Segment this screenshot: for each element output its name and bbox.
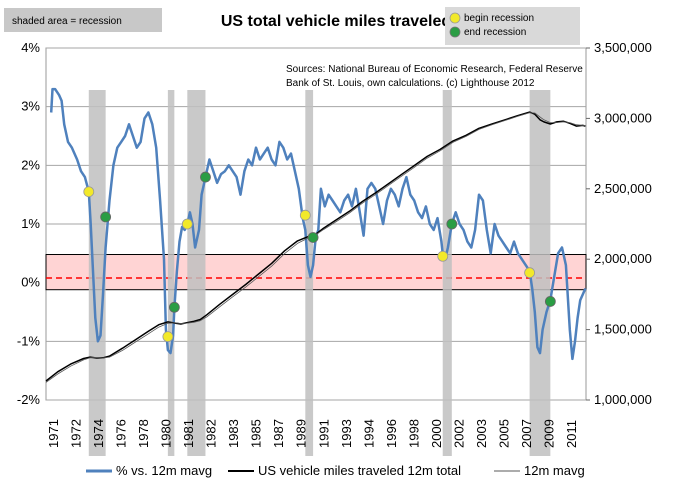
recession-band bbox=[529, 90, 551, 456]
x-tick-label: 1998 bbox=[406, 419, 421, 448]
x-tick-label: 1994 bbox=[361, 419, 376, 448]
legend-label-total: US vehicle miles traveled 12m total bbox=[258, 463, 461, 478]
x-tick-label: 2000 bbox=[429, 419, 444, 448]
y-left-tick-label: 1% bbox=[21, 216, 40, 231]
legend-label-mavg: 12m mavg bbox=[524, 463, 585, 478]
range-band bbox=[45, 254, 587, 291]
x-tick-label: 1972 bbox=[69, 419, 84, 448]
source-line-1: Sources: National Bureau of Economic Res… bbox=[286, 64, 583, 75]
y-left-tick-label: -2% bbox=[17, 392, 41, 407]
y-right-tick-label: 3,500,000 bbox=[594, 40, 652, 55]
begin-recession-legend-marker bbox=[449, 12, 461, 24]
begin-recession-marker bbox=[181, 218, 193, 230]
y-right-tick-label: 1,000,000 bbox=[594, 392, 652, 407]
recession-band bbox=[88, 90, 106, 456]
end-recession-legend-marker bbox=[449, 26, 461, 38]
end-recession-marker bbox=[200, 171, 211, 183]
end-recession-marker bbox=[544, 296, 556, 307]
begin-recession-marker bbox=[299, 209, 311, 221]
x-tick-label: 2002 bbox=[451, 419, 466, 448]
x-tick-label: 2007 bbox=[519, 419, 534, 448]
x-tick-label: 1987 bbox=[271, 419, 286, 448]
recession-band bbox=[167, 90, 175, 456]
end-recession-marker bbox=[168, 301, 180, 313]
band-layer bbox=[45, 254, 587, 291]
y-left-tick-label: 3% bbox=[21, 99, 40, 114]
x-tick-label: 1989 bbox=[294, 419, 309, 448]
y-left-tick-label: 2% bbox=[21, 157, 40, 172]
y-right-tick-label: 2,000,000 bbox=[594, 251, 652, 266]
x-tick-label: 1980 bbox=[159, 419, 174, 448]
begin-recession-marker bbox=[162, 331, 174, 343]
begin-recession-legend-label: begin recession bbox=[464, 13, 534, 24]
x-tick-label: 1978 bbox=[136, 419, 151, 448]
y-right-tick-label: 2,500,000 bbox=[594, 181, 652, 196]
source-line-2: Bank of St. Louis, own calculations. (c)… bbox=[286, 78, 535, 89]
axes: -2% -1% 0% 1% 2% 3% 4% 1,000,000 1,500,000 2,000,… bbox=[17, 40, 652, 448]
x-tick-label: 1982 bbox=[204, 419, 219, 448]
x-tick-label: 1993 bbox=[339, 419, 354, 448]
y-left-tick-label: 0% bbox=[21, 275, 40, 290]
end-recession-legend-label: end recession bbox=[464, 27, 526, 38]
y-left-tick-label: 4% bbox=[21, 40, 40, 55]
begin-recession-marker bbox=[437, 250, 449, 262]
y-right-tick-label: 1,500,000 bbox=[594, 322, 652, 337]
begin-recession-marker bbox=[83, 186, 95, 198]
chart-title: US total vehicle miles traveled bbox=[221, 13, 451, 30]
x-tick-label: 1996 bbox=[384, 419, 399, 448]
marker-legend-box bbox=[445, 7, 580, 45]
series-line bbox=[49, 87, 587, 361]
x-tick-label: 2005 bbox=[496, 419, 511, 448]
y-left-tick-label: -1% bbox=[17, 333, 41, 348]
recession-band bbox=[442, 90, 452, 456]
x-tick-label: 1991 bbox=[316, 419, 331, 448]
shading-note: shaded area = recession bbox=[12, 16, 122, 27]
recession-markers bbox=[83, 171, 556, 343]
x-tick-label: 1983 bbox=[226, 419, 241, 448]
x-tick-label: 1985 bbox=[249, 419, 264, 448]
x-tick-label: 2003 bbox=[474, 419, 489, 448]
begin-recession-marker bbox=[524, 267, 536, 279]
x-tick-label: 1974 bbox=[91, 419, 106, 448]
x-tick-label: 2009 bbox=[542, 419, 557, 448]
legend-label-pct: % vs. 12m mavg bbox=[116, 463, 212, 478]
y-right-tick-label: 3,000,000 bbox=[594, 110, 652, 125]
x-tick-label: 1976 bbox=[114, 419, 129, 448]
end-recession-marker bbox=[446, 218, 458, 230]
x-tick-label: 1971 bbox=[46, 419, 61, 448]
x-tick-label: 2011 bbox=[564, 420, 579, 448]
recession-band bbox=[187, 90, 206, 456]
end-recession-marker bbox=[307, 232, 319, 243]
x-tick-label: 1981 bbox=[181, 419, 196, 448]
end-recession-marker bbox=[100, 211, 112, 223]
shading-note-box bbox=[4, 8, 162, 32]
